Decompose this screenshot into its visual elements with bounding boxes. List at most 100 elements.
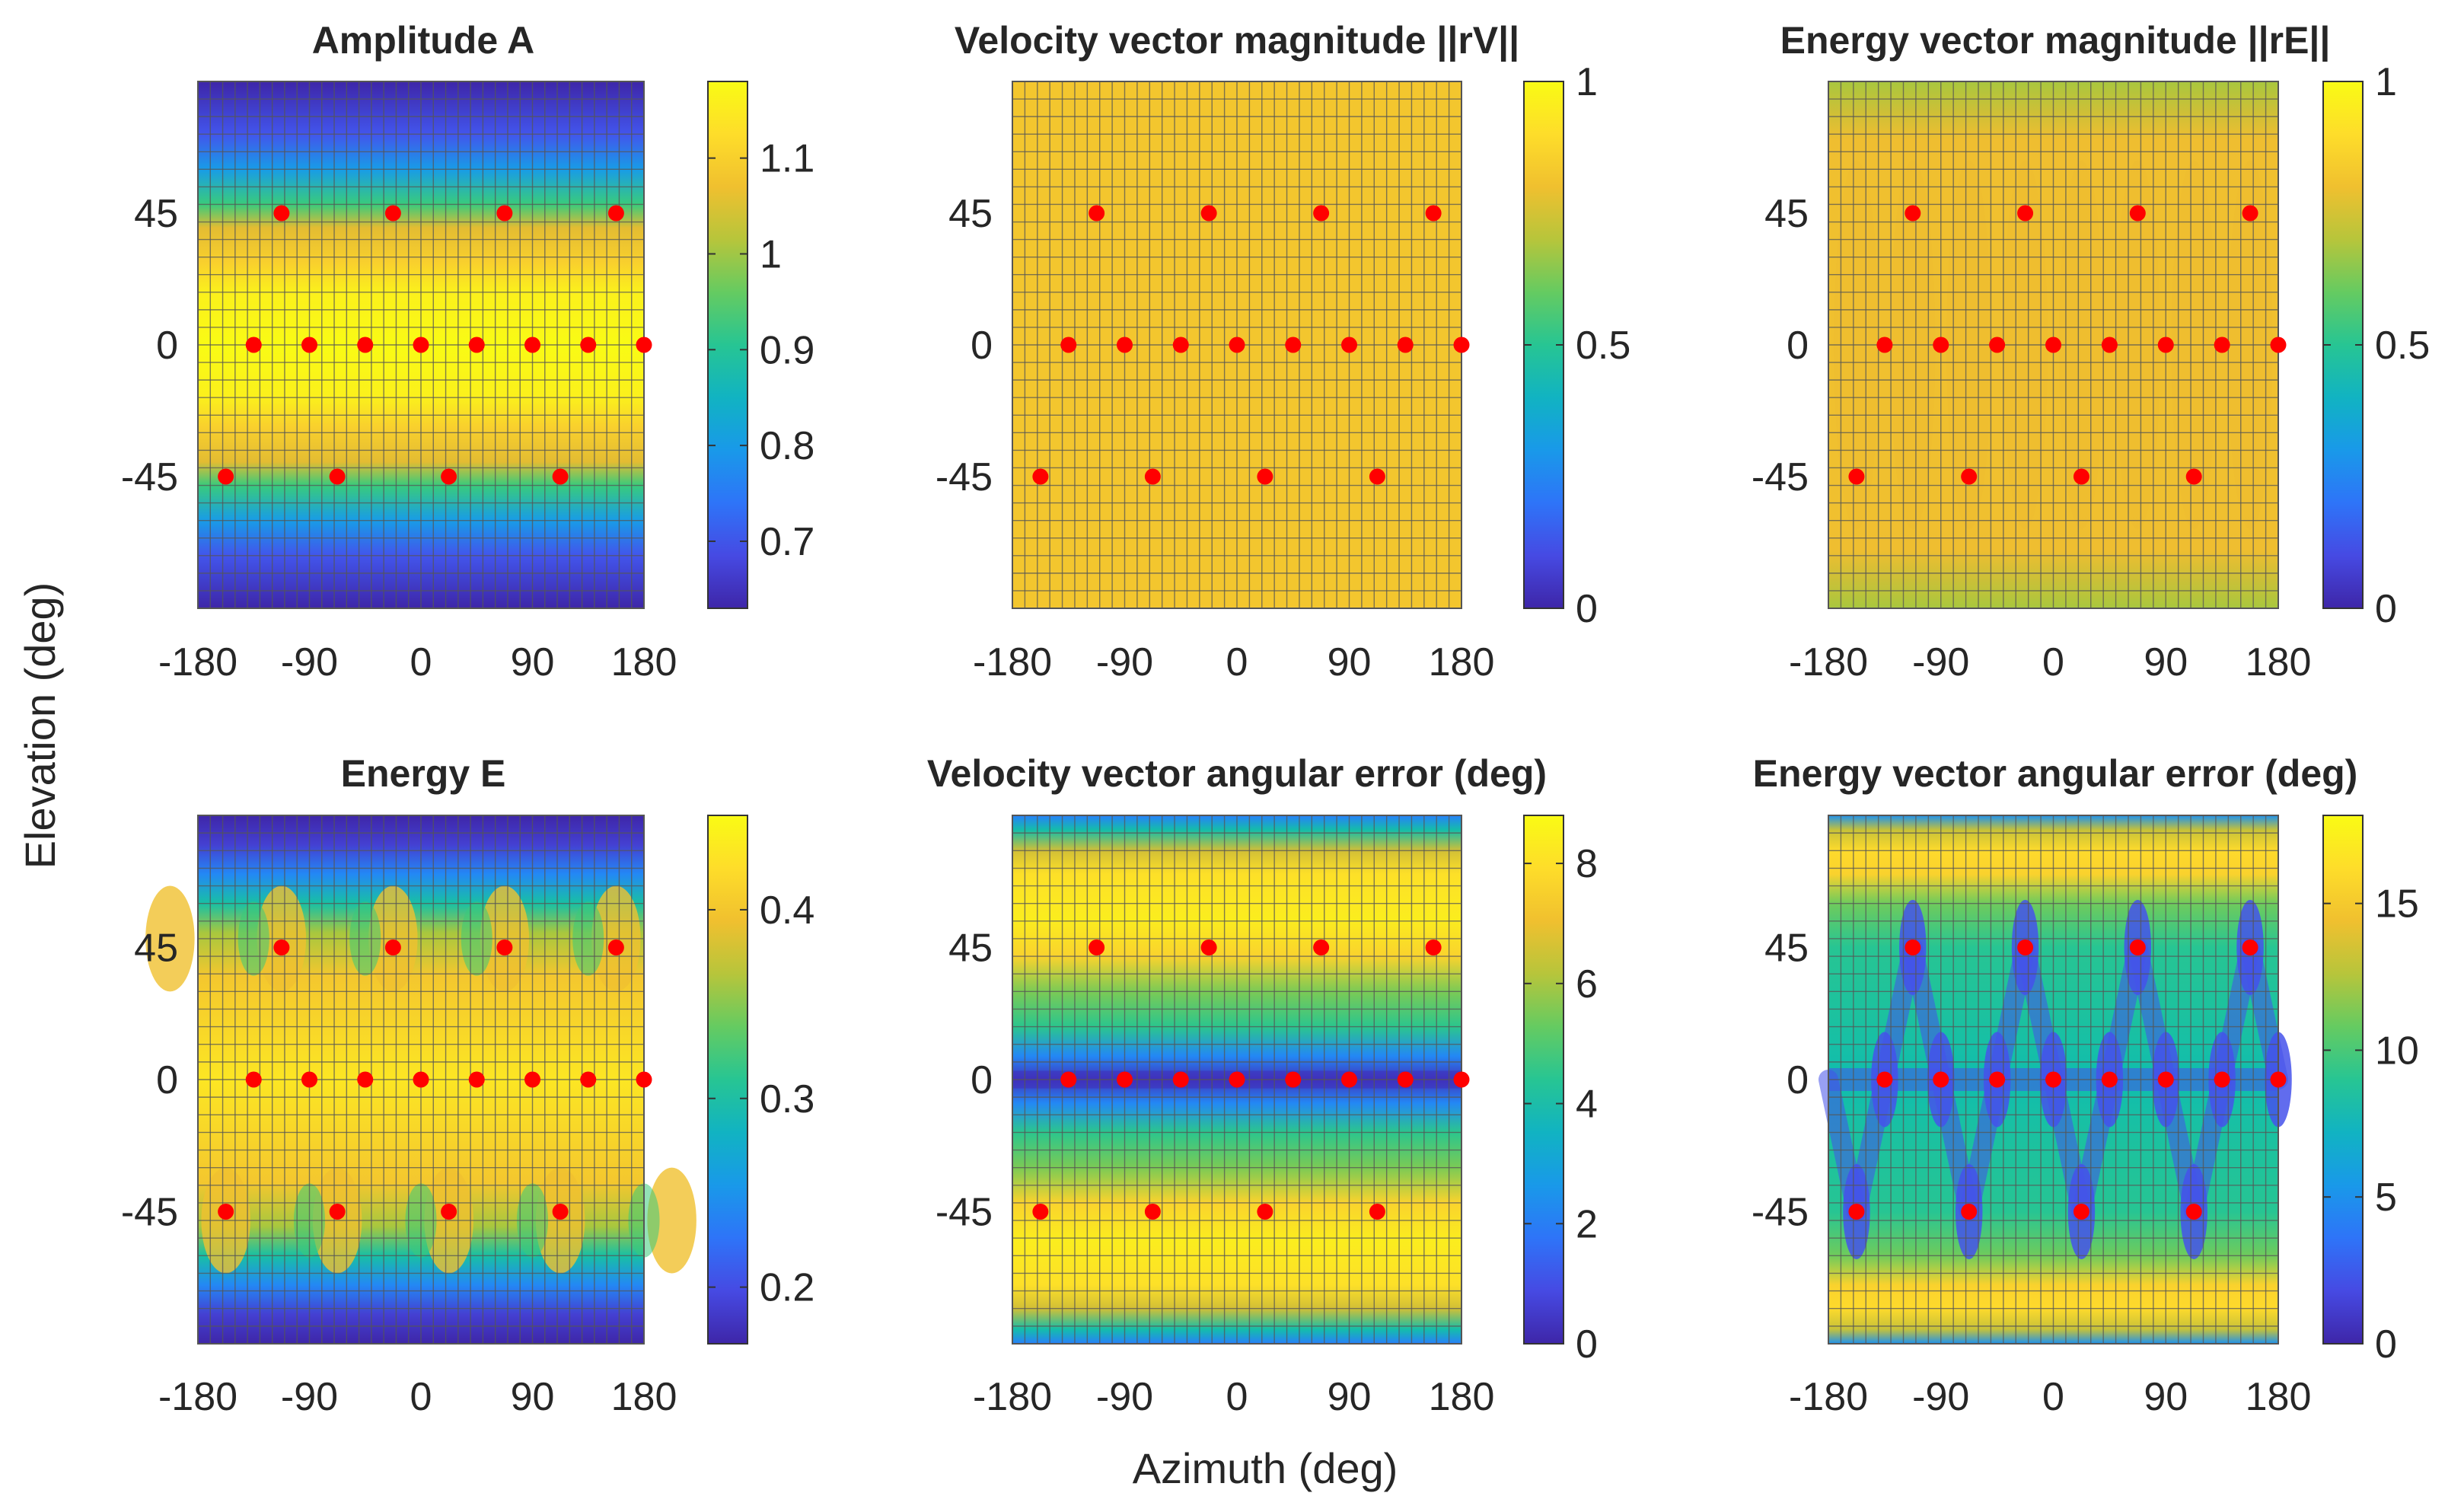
x-tick-label: -90 — [1096, 1375, 1153, 1419]
subplot-title: Velocity vector angular error (deg) — [927, 752, 1547, 795]
speaker-marker — [1172, 337, 1189, 353]
mesh-grid — [1012, 815, 1462, 1345]
speaker-marker — [2073, 468, 2089, 485]
speaker-marker — [2017, 205, 2034, 222]
x-tick-label: 90 — [511, 640, 555, 684]
x-tick-label: -90 — [1912, 1375, 1969, 1419]
speaker-marker — [1117, 1071, 1133, 1088]
speaker-marker — [2214, 337, 2230, 353]
speaker-marker — [580, 1071, 597, 1088]
x-tick-label: 0 — [2042, 1375, 2064, 1419]
speaker-marker — [329, 1204, 346, 1220]
speaker-marker — [245, 337, 262, 353]
subplot-1: Amplitude A -180 -90 0 90 180 45 0 -45 0.7 0.8 0.9 1… — [121, 19, 814, 684]
speaker-marker — [218, 468, 234, 485]
y-tick-label: -45 — [1752, 1191, 1809, 1235]
x-tick-label: 180 — [1429, 1375, 1495, 1419]
speaker-marker — [1961, 468, 1978, 485]
y-tick-label: -45 — [936, 1191, 993, 1235]
x-tick-label: 0 — [1226, 640, 1248, 684]
speaker-marker — [1341, 1071, 1357, 1088]
speaker-marker — [2129, 939, 2146, 955]
colorbar-tick-label: 0.5 — [1576, 324, 1630, 368]
y-tick-label: 45 — [134, 927, 178, 971]
x-tick-label: -180 — [1789, 640, 1868, 684]
colorbar: 00.51 — [2322, 60, 2430, 631]
speaker-marker — [1425, 205, 1442, 222]
speaker-marker — [1397, 1071, 1414, 1088]
speaker-marker — [1144, 1204, 1161, 1220]
speaker-marker — [468, 337, 485, 353]
speaker-marker — [329, 468, 346, 485]
subplot-6: Energy vector angular error (deg) -180 -90… — [1752, 752, 2419, 1419]
speaker-marker — [1933, 337, 1949, 353]
x-tick-label: 90 — [1328, 1375, 1372, 1419]
x-tick-label: -180 — [158, 1375, 237, 1419]
speaker-marker — [1989, 337, 2006, 353]
speaker-marker — [1933, 1071, 1949, 1088]
speaker-marker — [441, 468, 457, 485]
colorbar: 0.7 0.8 0.9 1 1.1 — [707, 81, 814, 609]
speaker-marker — [384, 205, 401, 222]
subplot-3: Energy vector magnitude ||rE|| -180 -90 0 90… — [1752, 19, 2430, 684]
colorbar-tick-label: 0.9 — [760, 328, 814, 372]
y-tick-label: 0 — [971, 1058, 993, 1102]
colorbar: 0.2 0.3 0.4 — [707, 815, 814, 1345]
colorbar-tick-label: 8 — [1576, 842, 1598, 886]
speaker-marker — [2129, 205, 2146, 222]
x-tick-label: -90 — [1912, 640, 1969, 684]
colorbar-tick-label: 5 — [2375, 1175, 2397, 1220]
speaker-marker — [552, 1204, 569, 1220]
speaker-marker — [1397, 337, 1414, 353]
subplot-5: Velocity vector angular error (deg)-180-… — [927, 752, 1598, 1419]
speaker-marker — [468, 1071, 485, 1088]
speaker-marker — [1089, 939, 1105, 955]
speaker-marker — [636, 337, 652, 353]
speaker-marker — [1172, 1071, 1189, 1088]
colorbar-tick-label: 1 — [2375, 60, 2397, 104]
colorbar-tick-label: 0 — [2375, 1322, 2397, 1367]
colorbar-tick-label: 2 — [1576, 1202, 1598, 1246]
x-tick-label: 90 — [2144, 1375, 2188, 1419]
x-tick-label: 180 — [2246, 640, 2312, 684]
x-tick-label: -90 — [1096, 640, 1153, 684]
speaker-marker — [1257, 1204, 1273, 1220]
colorbar-tick-label: 0.4 — [760, 888, 814, 933]
speaker-marker — [2045, 1071, 2061, 1088]
x-tick-label: 180 — [1429, 640, 1495, 684]
speaker-marker — [1905, 205, 1921, 222]
speaker-marker — [218, 1204, 234, 1220]
speaker-marker — [1453, 1071, 1470, 1088]
colorbar-tick-label: 0.2 — [760, 1266, 814, 1310]
x-tick-label: 0 — [2042, 640, 2064, 684]
speaker-marker — [2017, 939, 2034, 955]
speaker-marker — [2101, 1071, 2118, 1088]
x-tick-label: -180 — [973, 640, 1052, 684]
subplot-title: Energy vector magnitude ||rE|| — [1780, 19, 2331, 62]
colorbar-tick-label: 1.1 — [760, 137, 814, 181]
speaker-marker — [357, 1071, 374, 1088]
speaker-marker — [1285, 337, 1302, 353]
speaker-marker — [2045, 337, 2061, 353]
speaker-marker — [1032, 1204, 1049, 1220]
speaker-marker — [2101, 337, 2118, 353]
colorbar-tick-label: 0.3 — [760, 1077, 814, 1121]
speaker-marker — [1369, 1204, 1385, 1220]
speaker-marker — [524, 337, 540, 353]
speaker-marker — [636, 1071, 652, 1088]
speaker-marker — [1285, 1071, 1302, 1088]
speaker-marker — [1341, 337, 1357, 353]
speaker-marker — [496, 939, 513, 955]
x-tick-label: -180 — [973, 1375, 1052, 1419]
speaker-marker — [1425, 939, 1442, 955]
speaker-marker — [2157, 337, 2174, 353]
colorbar-tick-label: 0.7 — [760, 520, 814, 564]
speaker-marker — [607, 939, 624, 955]
x-tick-label: 180 — [611, 1375, 677, 1419]
colorbar-tick-label: 1 — [760, 232, 782, 276]
colorbar: 0 5 10 15 — [2322, 815, 2419, 1367]
speaker-marker — [2185, 468, 2202, 485]
speaker-marker — [413, 1071, 429, 1088]
speaker-marker — [1905, 939, 1921, 955]
